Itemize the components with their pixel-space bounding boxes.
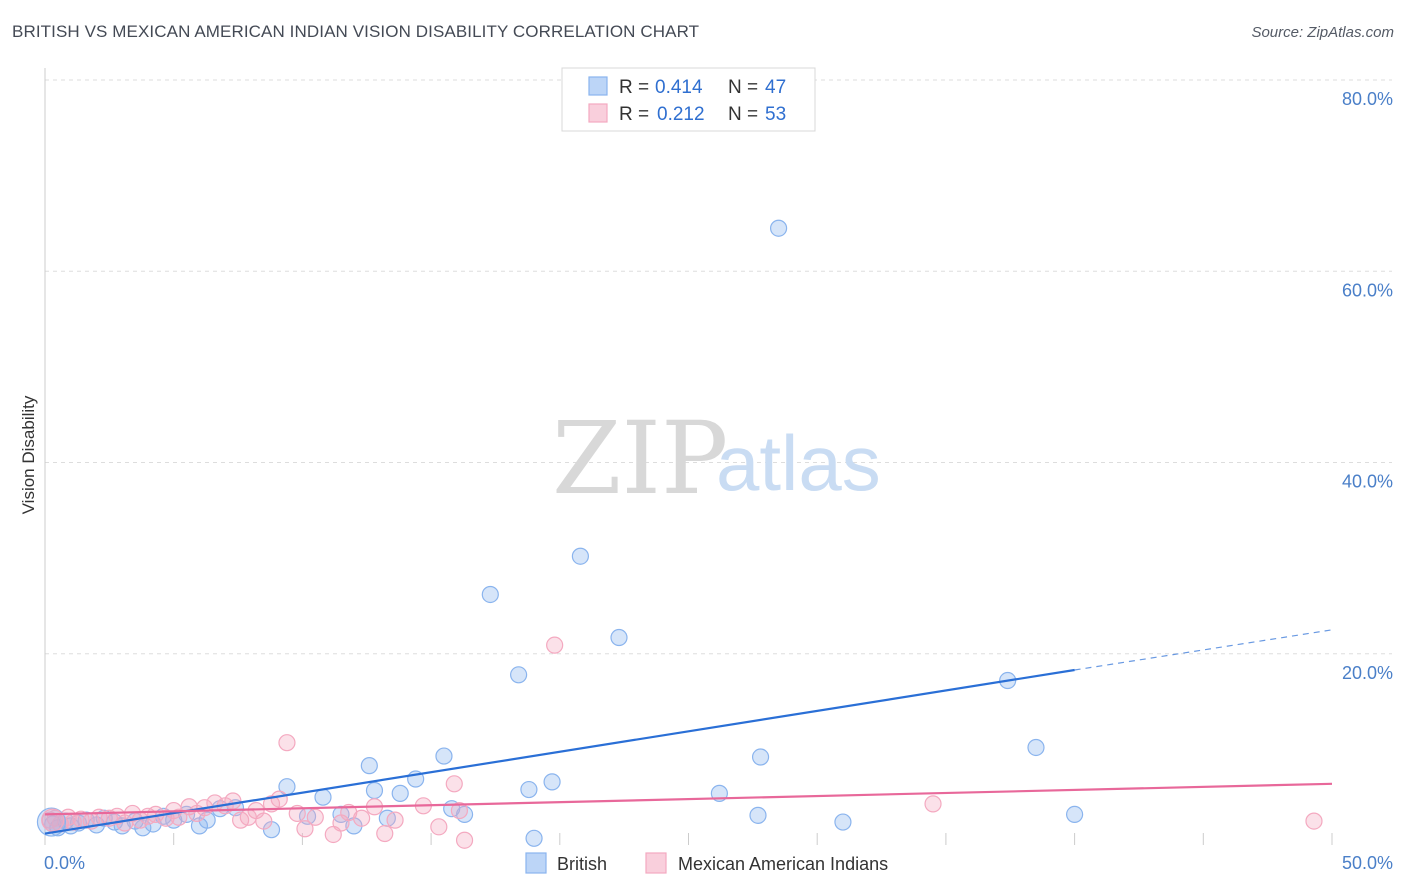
y-tick-label: 80.0% — [1342, 89, 1393, 109]
x-tick-label: 50.0% — [1342, 853, 1393, 873]
british-point — [95, 809, 113, 827]
british-point — [543, 773, 561, 791]
british-point — [314, 788, 332, 806]
mexican-point — [296, 820, 314, 838]
mexican-point — [353, 809, 371, 827]
british-point — [520, 780, 538, 799]
legend-swatch-mexican — [588, 103, 608, 123]
y-tick-label: 20.0% — [1342, 663, 1393, 683]
mexican-point — [430, 818, 448, 836]
data-points — [36, 219, 1323, 849]
grid — [45, 79, 1392, 655]
bottom-legend-mexican: Mexican American Indians — [678, 854, 888, 874]
mexican-point — [306, 808, 324, 826]
legend-n-label-mexican: N = — [728, 104, 758, 125]
mexican-point — [41, 808, 65, 832]
british-trend-extension — [1074, 629, 1333, 671]
british-point — [610, 628, 628, 647]
bottom-legend-british: British — [557, 854, 607, 874]
x-tick-label: 0.0% — [44, 853, 85, 873]
legend-n-label-british: N = — [728, 77, 758, 98]
y-tick-label: 40.0% — [1342, 472, 1393, 492]
british-point — [77, 811, 95, 829]
legend-r-label-mexican: R = — [619, 104, 649, 125]
british-point — [769, 219, 788, 237]
axes: 20.0% 40.0% 60.0% 80.0% 0.0% 50.0% — [44, 68, 1393, 873]
british-point — [391, 784, 409, 802]
mexican-trend-line — [44, 782, 1333, 816]
watermark-atlas: atlas — [716, 419, 881, 507]
british-point — [751, 748, 770, 766]
mexican-point — [376, 824, 394, 843]
watermark-zip: ZIP — [552, 400, 728, 517]
british-point — [1065, 805, 1084, 824]
bottom-legend-swatch-british — [525, 852, 547, 874]
british-point — [360, 757, 378, 775]
british-point — [365, 781, 384, 800]
british-point — [481, 585, 499, 604]
bottom-legend-swatch-mexican — [645, 852, 667, 874]
mexican-point — [270, 790, 288, 808]
trend-lines — [44, 629, 1333, 835]
british-point — [435, 747, 453, 765]
mexican-point — [455, 831, 474, 849]
watermark: ZIP atlas — [552, 400, 881, 517]
legend-n-value-mexican: 53 — [765, 104, 786, 125]
legend-r-value-mexican: 0.212 — [657, 104, 705, 125]
chart-title: BRITISH VS MEXICAN AMERICAN INDIAN VISIO… — [12, 22, 700, 41]
mexican-point — [1305, 812, 1323, 830]
legend-swatch-british — [588, 76, 608, 96]
mexican-point — [255, 812, 273, 830]
mexican-point — [546, 636, 564, 654]
bottom-legend: British Mexican American Indians — [525, 852, 888, 874]
british-trend-line — [44, 668, 1075, 835]
british-point — [1027, 738, 1045, 757]
y-axis-label: Vision Disability — [19, 395, 38, 514]
mexican-point — [278, 734, 296, 752]
mexican-point — [924, 795, 942, 813]
mexican-point — [445, 775, 463, 793]
legend: R = 0.414 N = 47 R = 0.212 N = 53 — [561, 67, 816, 132]
legend-r-label-british: R = — [619, 77, 649, 98]
source-label: Source: ZipAtlas.com — [1251, 24, 1394, 41]
mexican-point — [450, 801, 469, 820]
mexican-point — [224, 792, 242, 810]
y-tick-label: 60.0% — [1342, 280, 1393, 300]
mexican-point — [386, 811, 404, 829]
british-point — [749, 806, 767, 824]
legend-n-value-british: 47 — [765, 77, 786, 98]
british-point — [510, 666, 528, 684]
legend-r-value-british: 0.414 — [655, 77, 703, 98]
british-point — [525, 829, 543, 847]
british-point — [571, 547, 589, 565]
british-point — [834, 813, 852, 831]
